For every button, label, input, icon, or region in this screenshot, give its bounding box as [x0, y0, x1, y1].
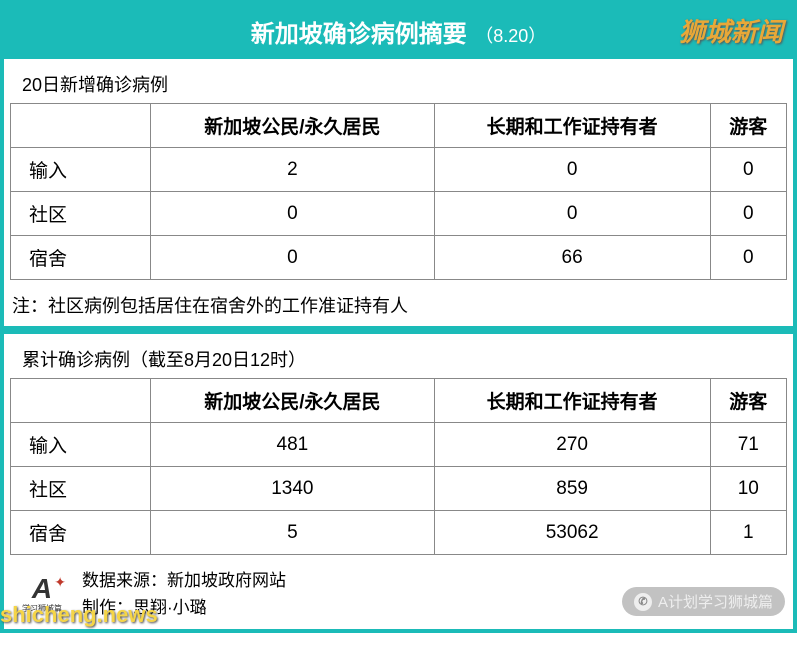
- section-divider: [4, 326, 793, 334]
- table2: 新加坡公民/永久居民 长期和工作证持有者 游客 输入 481 270 71 社区…: [10, 378, 787, 555]
- footer: ✦ A 学习狮城篇 数据来源：新加坡政府网站 制作：思翔·小璐: [4, 559, 793, 629]
- table2-header-row: 新加坡公民/永久居民 长期和工作证持有者 游客: [11, 379, 787, 423]
- table2-title: 累计确诊病例（截至8月20日12时）: [10, 338, 787, 378]
- logo-letter: A: [32, 575, 52, 603]
- row-label: 输入: [11, 423, 151, 467]
- cell-value: 1340: [151, 467, 435, 511]
- row-label: 社区: [11, 192, 151, 236]
- table1-h1: 新加坡公民/永久居民: [151, 104, 435, 148]
- table1: 新加坡公民/永久居民 长期和工作证持有者 游客 输入 2 0 0 社区 0 0 …: [10, 103, 787, 280]
- table1-header-row: 新加坡公民/永久居民 长期和工作证持有者 游客: [11, 104, 787, 148]
- table2-h1: 新加坡公民/永久居民: [151, 379, 435, 423]
- footer-source: 数据来源：新加坡政府网站: [82, 567, 286, 594]
- section-cumulative: 累计确诊病例（截至8月20日12时） 新加坡公民/永久居民 长期和工作证持有者 …: [4, 334, 793, 559]
- cell-value: 0: [151, 192, 435, 236]
- footer-logo: ✦ A 学习狮城篇: [12, 572, 72, 616]
- table-row: 宿舍 0 66 0: [11, 236, 787, 280]
- cell-value: 0: [710, 148, 786, 192]
- table-row: 社区 1340 859 10: [11, 467, 787, 511]
- main-container: 新加坡确诊病例摘要 （8.20） 狮城新闻 20日新增确诊病例 新加坡公民/永久…: [0, 0, 797, 633]
- watermark-top-right: 狮城新闻: [679, 12, 783, 49]
- cell-value: 0: [151, 236, 435, 280]
- table1-title: 20日新增确诊病例: [10, 63, 787, 103]
- cell-value: 481: [151, 423, 435, 467]
- footer-author: 制作：思翔·小璐: [82, 594, 286, 621]
- row-label: 社区: [11, 467, 151, 511]
- table2-h3: 游客: [710, 379, 786, 423]
- cell-value: 1: [710, 511, 786, 555]
- table-row: 输入 481 270 71: [11, 423, 787, 467]
- cell-value: 859: [434, 467, 710, 511]
- table-row: 输入 2 0 0: [11, 148, 787, 192]
- table2-h0: [11, 379, 151, 423]
- cell-value: 0: [710, 192, 786, 236]
- section-new-cases: 20日新增确诊病例 新加坡公民/永久居民 长期和工作证持有者 游客 输入 2 0…: [4, 59, 793, 284]
- logo-subtext: 学习狮城篇: [22, 603, 62, 614]
- footer-text-block: 数据来源：新加坡政府网站 制作：思翔·小璐: [82, 567, 286, 621]
- cell-value: 0: [710, 236, 786, 280]
- table2-h2: 长期和工作证持有者: [434, 379, 710, 423]
- logo-swoosh-icon: ✦: [54, 574, 66, 591]
- cell-value: 0: [434, 192, 710, 236]
- table-row: 宿舍 5 53062 1: [11, 511, 787, 555]
- cell-value: 10: [710, 467, 786, 511]
- page-date: （8.20）: [475, 26, 546, 46]
- cell-value: 5: [151, 511, 435, 555]
- table1-h3: 游客: [710, 104, 786, 148]
- cell-value: 0: [434, 148, 710, 192]
- row-label: 宿舍: [11, 236, 151, 280]
- table1-h0: [11, 104, 151, 148]
- table-row: 社区 0 0 0: [11, 192, 787, 236]
- row-label: 宿舍: [11, 511, 151, 555]
- cell-value: 2: [151, 148, 435, 192]
- table1-h2: 长期和工作证持有者: [434, 104, 710, 148]
- cell-value: 270: [434, 423, 710, 467]
- page-title: 新加坡确诊病例摘要: [251, 21, 467, 48]
- cell-value: 71: [710, 423, 786, 467]
- header-bar: 新加坡确诊病例摘要 （8.20） 狮城新闻: [4, 4, 793, 59]
- cell-value: 66: [434, 236, 710, 280]
- row-label: 输入: [11, 148, 151, 192]
- cell-value: 53062: [434, 511, 710, 555]
- table1-note: 注：社区病例包括居住在宿舍外的工作准证持有人: [4, 284, 793, 326]
